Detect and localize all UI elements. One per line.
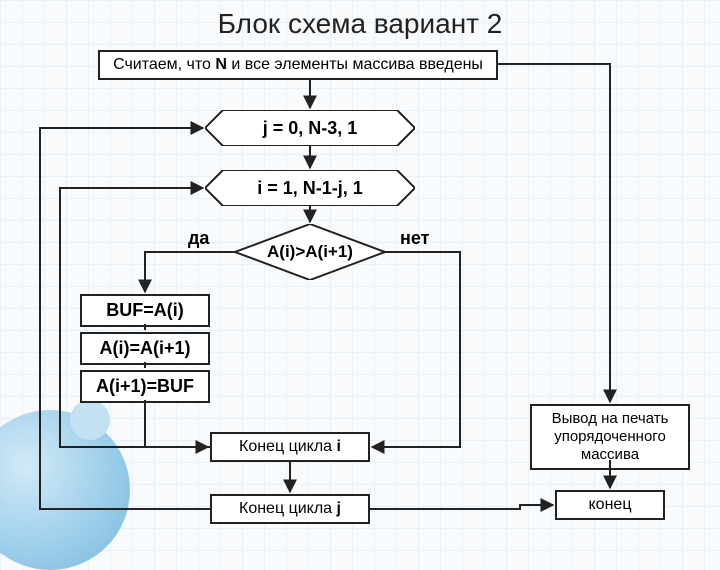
node-end: конец xyxy=(555,490,665,520)
assume-pre: Считаем, что xyxy=(113,56,215,73)
node-end-j: Конец цикла j xyxy=(210,494,370,524)
assume-post: и все элементы массива введены xyxy=(227,56,483,73)
node-swap3: A(i+1)=BUF xyxy=(80,370,210,403)
assume-n: N xyxy=(215,56,227,73)
end-j-bold: j xyxy=(337,500,341,517)
node-assume: Считаем, что N и все элементы массива вв… xyxy=(98,50,498,80)
label-no: нет xyxy=(400,228,429,249)
label-yes: да xyxy=(188,228,209,249)
node-end-i: Конец цикла i xyxy=(210,432,370,462)
page-title: Блок схема вариант 2 xyxy=(0,8,720,40)
node-loop-i: i = 1, N-1-j, 1 xyxy=(205,170,415,206)
end-i-pre: Конец цикла xyxy=(239,438,337,455)
end-i-bold: i xyxy=(337,438,341,455)
end-j-pre: Конец цикла xyxy=(239,500,337,517)
loop-j-label: j = 0, N-3, 1 xyxy=(205,110,415,146)
node-output: Вывод на печать упорядоченного массива xyxy=(530,404,690,470)
node-decision: A(i)>A(i+1) xyxy=(235,224,385,280)
node-loop-j: j = 0, N-3, 1 xyxy=(205,110,415,146)
node-swap1: BUF=A(i) xyxy=(80,294,210,327)
decision-label: A(i)>A(i+1) xyxy=(235,224,385,280)
accent-bubble xyxy=(0,410,130,570)
loop-i-label: i = 1, N-1-j, 1 xyxy=(205,170,415,206)
node-swap2: A(i)=A(i+1) xyxy=(80,332,210,365)
